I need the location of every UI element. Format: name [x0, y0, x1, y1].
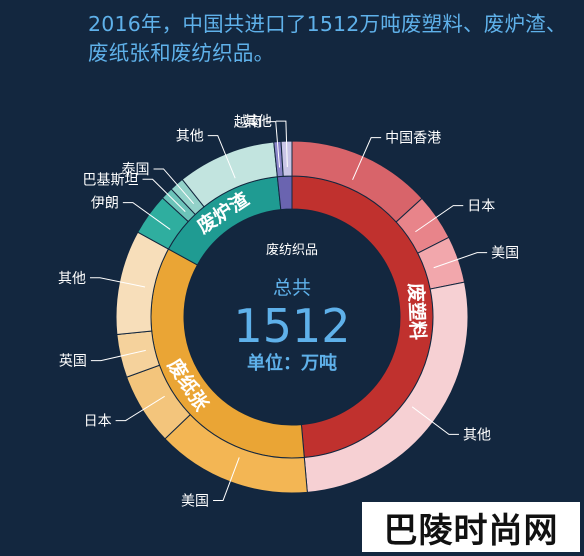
leader-line — [142, 178, 186, 212]
leader-line — [90, 349, 146, 362]
leader-line — [265, 121, 281, 168]
outer-segment-label: 其他 — [58, 271, 86, 287]
outer-segment-label: 其他 — [463, 427, 491, 443]
leader-line — [115, 395, 165, 422]
leader-line — [275, 120, 288, 168]
outer-segment-label: 其他 — [176, 129, 204, 145]
outer-segment-label: 日本 — [84, 414, 112, 430]
leader-line — [352, 137, 382, 180]
category-label: 废纺织品 — [266, 242, 318, 258]
outer-segment-label: 越南 — [234, 115, 262, 131]
center-total-value: 1512 — [233, 299, 350, 353]
watermark: 巴陵时尚网 — [362, 502, 580, 552]
outer-ring-segment — [280, 140, 293, 177]
headline: 2016年，中国共进口了1512万吨废塑料、废炉渣、废纸张和废纺织品。 — [88, 12, 567, 65]
outer-segment-label: 中国香港 — [385, 131, 441, 147]
leader-line — [213, 457, 240, 501]
outer-segment-label: 美国 — [491, 246, 519, 262]
outer-segment-label: 巴基斯坦 — [83, 171, 139, 188]
leader-line — [415, 205, 464, 233]
leader-line — [433, 252, 488, 269]
center-disc — [184, 209, 400, 425]
leader-line — [411, 406, 459, 435]
category-label: 废塑料 — [404, 283, 429, 341]
leader-line — [122, 202, 171, 230]
outer-segment-label: 美国 — [181, 493, 209, 509]
outer-segment-label: 其他 — [244, 114, 272, 130]
leader-line — [207, 135, 236, 179]
leader-line — [153, 168, 195, 205]
outer-segment-label: 英国 — [59, 353, 87, 370]
leader-line — [89, 277, 146, 288]
center-unit: 单位：万吨 — [247, 352, 337, 374]
outer-segment-label: 日本 — [467, 199, 495, 215]
outer-segment-label: 泰国 — [122, 162, 150, 178]
center-label-top: 总共 — [273, 277, 311, 299]
outer-segment-label: 伊朗 — [91, 196, 119, 212]
